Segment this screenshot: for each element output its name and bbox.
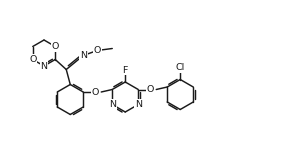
- Text: N: N: [109, 100, 116, 109]
- Text: N: N: [41, 62, 48, 71]
- Text: O: O: [92, 87, 99, 96]
- Text: N: N: [80, 51, 87, 60]
- Text: Cl: Cl: [176, 63, 185, 72]
- Text: O: O: [147, 85, 154, 94]
- Text: O: O: [94, 46, 101, 55]
- Text: O: O: [29, 55, 36, 64]
- Text: F: F: [122, 66, 128, 75]
- Text: N: N: [135, 100, 142, 109]
- Text: O: O: [52, 42, 59, 51]
